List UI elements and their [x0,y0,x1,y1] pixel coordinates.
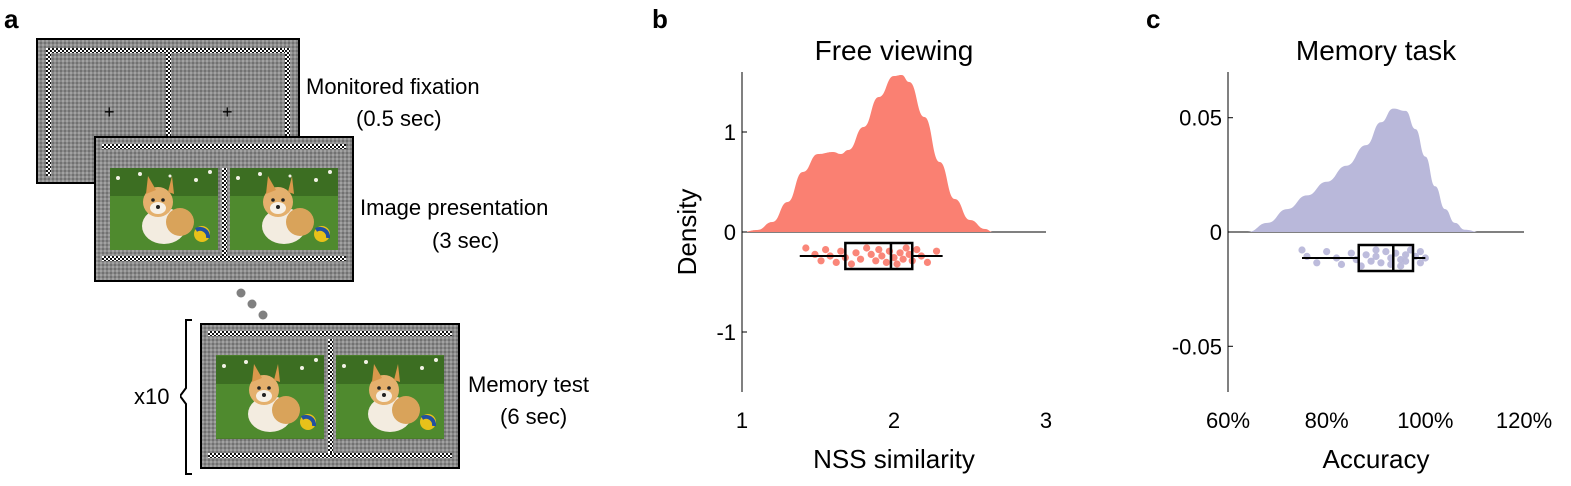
memory-test-screen [200,323,460,469]
data-point [893,260,901,268]
panel-letter-b: b [652,4,668,34]
fixation-screen: + + [36,38,300,184]
data-point [867,250,875,258]
data-point [822,246,830,254]
puppy-image-left [110,168,218,250]
repeat-bracket [180,319,192,475]
fixation-cross-right: + [222,102,233,122]
panel-letter-a: a [4,4,19,34]
fixation-cross-left: + [104,102,115,122]
step-duration-fixation: (0.5 sec) [356,106,442,131]
data-point [875,246,883,254]
x-axis-label: NSS similarity [813,444,975,474]
chart-title: Free viewing [815,35,974,66]
data-point [802,244,810,252]
panel-letter-c: c [1146,4,1161,34]
data-point [913,246,921,254]
data-point [852,249,860,257]
data-point [1402,251,1410,259]
data-point [899,255,907,263]
data-point [1347,249,1355,257]
data-point [1421,254,1429,262]
data-point [1313,259,1321,267]
y-axis-label: Density [672,189,702,276]
data-point [1382,248,1390,256]
presentation-screen [94,136,354,282]
x-tick-label: 2 [888,408,900,433]
data-point [832,258,840,266]
data-point [1416,259,1424,267]
x-tick-label: 80% [1305,408,1349,433]
memory-image-left [216,355,324,439]
data-point [1337,260,1346,268]
x-tick-label: 120% [1496,408,1552,433]
y-tick-label: 0.05 [1179,106,1222,131]
chart-title: Memory task [1296,35,1457,66]
data-point [878,252,886,260]
data-point [817,257,825,265]
puppy-image-right [230,168,338,250]
data-point [1402,257,1410,265]
step-label-memory: Memory test [468,372,590,397]
ellipsis-dots [236,288,268,320]
y-tick-label: 0 [1210,220,1222,245]
y-tick-label: 1 [724,120,736,145]
data-point [1298,246,1306,254]
data-point [847,260,856,268]
box-iqr [1357,243,1415,273]
data-point [923,258,932,266]
x-tick-label: 1 [736,408,748,433]
data-point [1323,248,1331,256]
data-point [1372,246,1380,254]
x-tick-label: 60% [1206,408,1250,433]
data-point [932,247,941,255]
data-point [1372,252,1380,260]
y-tick-label: -1 [716,320,736,345]
data-point [896,249,904,257]
data-point [856,255,865,263]
data-point [1416,248,1424,256]
violin-chart-free-viewing: Free viewing -1 0 1 1 2 3 NSS similarity Density [672,35,1052,474]
repeat-label: x10 [134,384,170,409]
data-point [872,257,880,265]
y-tick-label: -0.05 [1172,334,1222,359]
data-point [902,244,910,252]
violin-chart-memory-task: Memory task -0.05 0 0.05 60% 80% 100% 120% Accur… [1172,35,1552,474]
data-point [863,244,871,252]
step-duration-memory: (6 sec) [500,404,568,429]
step-label-presentation: Image presentation [360,195,549,220]
x-tick-label: 100% [1397,408,1453,433]
memory-image-right [336,355,444,439]
step-label-fixation: Monitored fixation [306,74,480,99]
data-point [1362,251,1370,259]
data-point [882,258,890,266]
data-point [1397,262,1405,270]
density-area [742,75,993,232]
x-axis-label: Accuracy [1323,444,1430,474]
data-point [837,247,845,255]
x-tick-label: 3 [1040,408,1052,433]
y-tick-label: 0 [724,220,736,245]
box-iqr [844,241,914,271]
density-area [1247,108,1480,232]
data-point [1367,257,1375,265]
data-point [1377,259,1385,267]
step-duration-presentation: (3 sec) [432,228,500,253]
